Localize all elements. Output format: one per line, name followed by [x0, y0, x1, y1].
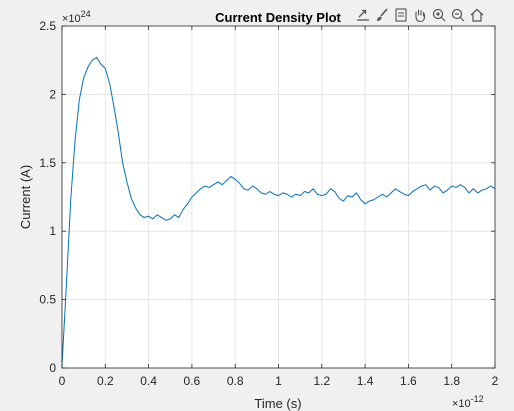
x-tick-label: 1.8 — [443, 374, 460, 388]
y-exponent-power: 24 — [81, 9, 91, 19]
pan-hand-icon — [414, 9, 425, 23]
plot-area — [61, 56, 496, 366]
axes-toolbar — [354, 5, 496, 25]
data-tips-icon — [394, 8, 407, 22]
x-tick-label: 0.4 — [140, 374, 157, 388]
x-tick-label: 0.2 — [97, 374, 114, 388]
x-exponent-base: ×10 — [452, 398, 471, 410]
pan-button[interactable] — [411, 6, 428, 24]
x-tick-label: 1.6 — [400, 374, 417, 388]
x-tick-label: 1 — [275, 374, 282, 388]
zoom-out-icon — [451, 8, 464, 22]
zoom-in-icon — [432, 8, 445, 22]
x-exponent: ×10-12 — [452, 394, 484, 410]
y-exponent: ×1024 — [62, 9, 91, 25]
data-tips-button[interactable] — [392, 6, 409, 24]
tick-labels: 0 0.2 0.4 0.6 0.8 1 1.2 1.4 1.6 1.8 2 0 0.5 1 1.5 2 2.5 — [39, 19, 498, 388]
x-tick-label: 0.8 — [227, 374, 244, 388]
home-button[interactable] — [468, 6, 485, 24]
x-tick-label: 2 — [492, 374, 499, 388]
y-tick-label: 2.5 — [39, 19, 56, 33]
y-axis-label: Current (A) — [18, 165, 33, 229]
brush-button[interactable] — [373, 6, 390, 24]
y-tick-label: 0.5 — [39, 293, 56, 307]
export-button[interactable] — [354, 6, 371, 24]
y-tick-label: 1.5 — [39, 156, 56, 170]
y-exponent-base: ×10 — [62, 13, 81, 25]
brush-icon — [376, 8, 388, 21]
chart-title: Current Density Plot — [215, 10, 341, 25]
x-tick-label: 1.4 — [357, 374, 374, 388]
zoom-in-button[interactable] — [430, 6, 447, 24]
x-tick-label: 0 — [59, 374, 66, 388]
zoom-out-button[interactable] — [449, 6, 466, 24]
export-icon — [356, 9, 369, 21]
y-tick-label: 2 — [49, 87, 56, 101]
ticks — [61, 25, 496, 369]
x-axis-label: Time (s) — [254, 396, 301, 411]
x-tick-label: 0.6 — [184, 374, 201, 388]
home-icon — [470, 8, 483, 22]
x-tick-label: 1.2 — [313, 374, 330, 388]
x-exponent-power: -12 — [471, 394, 484, 404]
y-tick-label: 1 — [49, 224, 56, 238]
series-line-1 — [61, 56, 496, 366]
y-tick-label: 0 — [49, 361, 56, 375]
grid — [62, 26, 495, 368]
